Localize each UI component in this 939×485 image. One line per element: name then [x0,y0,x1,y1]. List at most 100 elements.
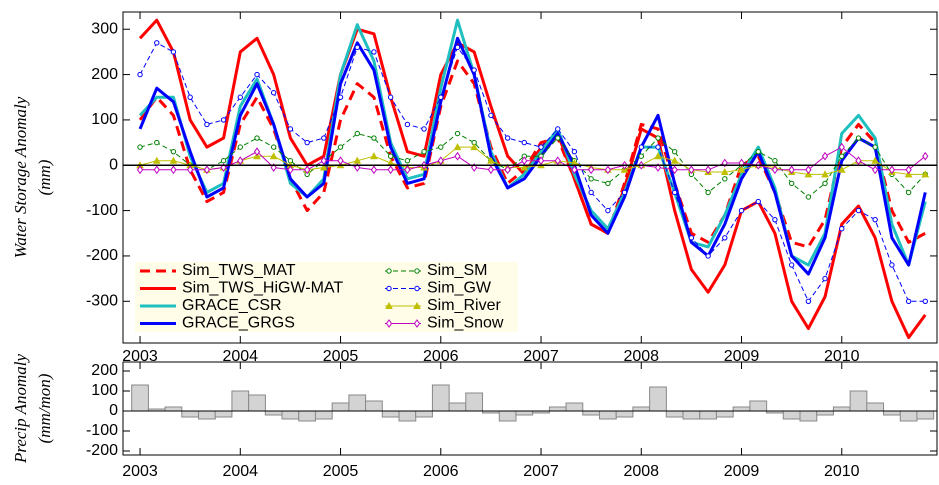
bar [264,410,283,416]
marker [337,144,344,150]
marker [253,147,261,157]
marker [839,153,845,159]
marker [470,143,479,151]
marker [437,156,444,166]
series-line [138,36,927,276]
legend-label: Sim_TWS_MAT [182,262,296,279]
x-tick-label: 2004 [222,348,258,365]
marker [413,319,421,328]
bar [548,406,567,412]
marker [337,156,344,166]
marker [270,144,277,150]
marker [154,40,160,46]
marker [471,67,477,73]
bar [732,406,751,412]
y-axis-label: Water Storage Anomaly [11,96,30,258]
marker [720,168,729,176]
marker [220,117,227,123]
bar [883,410,901,416]
y-tick-label: 100 [91,111,118,128]
marker [521,156,528,166]
marker [822,180,828,187]
marker [354,44,360,51]
marker [170,165,177,175]
marker [855,156,862,166]
marker [772,216,778,223]
marker [822,275,828,282]
marker [821,151,829,161]
marker [872,216,878,223]
x-tick-label: 2010 [824,463,860,480]
y-axis-label: Precip Anomaly [11,354,30,465]
bar [131,384,149,412]
bar [398,410,417,422]
legend-label: GRACE_GRGS [182,315,295,332]
marker [321,135,327,141]
bar [649,386,667,412]
marker [837,165,846,173]
marker [371,135,377,141]
y-tick-label: -300 [86,293,118,310]
marker [772,158,778,164]
marker [805,165,812,175]
marker [454,44,461,51]
x-tick-label: 2003 [122,463,158,480]
marker [604,165,612,175]
marker [621,189,628,196]
marker [655,144,661,150]
y-axis-label: (mm) [35,159,54,195]
marker [871,156,879,164]
marker [287,165,294,175]
bar [665,410,684,418]
marker [555,126,561,132]
marker [337,94,344,100]
legend-label: GRACE_CSR [182,297,282,314]
marker [170,49,177,55]
bar [715,410,734,418]
marker [722,235,728,241]
marker [571,148,578,155]
marker [404,121,411,128]
bar [381,410,400,418]
marker [654,152,662,160]
marker [655,135,661,141]
marker [805,194,812,200]
marker [404,165,411,175]
marker [354,130,360,137]
x-tick-label: 2007 [523,463,559,480]
marker [605,180,611,187]
marker [555,135,561,141]
legend-label: Sim_TWS_HiGW-MAT [182,280,343,297]
marker [370,152,378,160]
legend-label: Sim_River [427,297,501,314]
plot-area [131,384,935,422]
y-tick-label: -100 [86,202,118,219]
y-tick-label: -100 [86,422,118,439]
marker [838,142,845,152]
marker [588,176,594,182]
marker [454,151,461,161]
marker [921,170,930,178]
bar [248,394,266,412]
legend-label: Sim_SM [427,262,487,279]
marker [788,180,795,187]
marker [413,301,421,309]
y-tick-label: -200 [86,442,118,459]
bar [916,410,935,420]
bar [465,392,484,412]
marker [504,135,511,141]
marker [905,165,912,175]
marker [270,90,277,96]
plot-area [136,18,930,340]
marker [671,189,678,196]
marker [153,165,160,175]
marker [688,165,695,175]
marker [170,148,177,155]
marker [638,144,644,150]
marker [454,130,461,137]
y-tick-label: -200 [86,247,118,264]
marker [169,156,178,164]
x-tick-label: 2006 [423,348,459,365]
y-tick-label: 0 [109,156,118,173]
marker [237,144,243,150]
